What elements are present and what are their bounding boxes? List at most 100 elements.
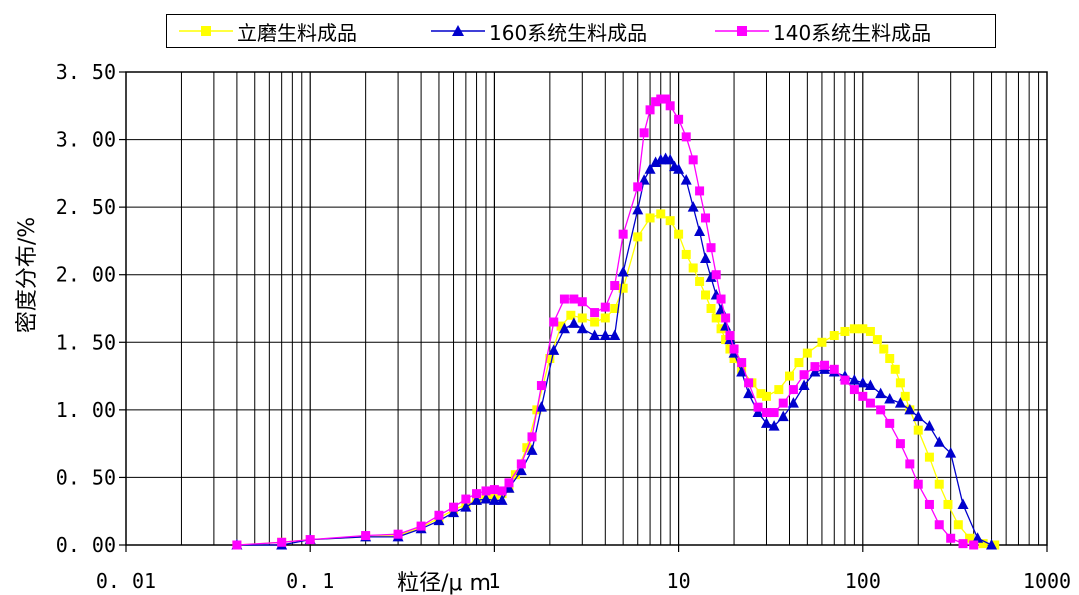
- data-point: [556, 321, 566, 331]
- data-point: [600, 313, 610, 323]
- data-point: [743, 387, 755, 399]
- data-point: [610, 281, 620, 291]
- data-point: [913, 425, 923, 435]
- data-point: [516, 459, 526, 469]
- data-point: [393, 529, 403, 539]
- data-point: [510, 470, 520, 480]
- data-point: [232, 540, 242, 550]
- data-point: [769, 408, 779, 418]
- data-point: [744, 378, 754, 388]
- data-point: [599, 329, 611, 341]
- data-point: [913, 479, 923, 489]
- data-point: [840, 326, 850, 336]
- data-point: [617, 266, 629, 277]
- data-point: [448, 506, 460, 518]
- x-axis-ticks: 0. 01 0. 1 1 10 100 1000: [96, 545, 1071, 593]
- data-point: [849, 324, 859, 334]
- data-point: [798, 379, 810, 391]
- data-point: [895, 439, 905, 449]
- plot-area-frame: [125, 71, 1048, 546]
- data-point: [472, 489, 482, 499]
- x-tick-label: 0. 01: [96, 569, 156, 593]
- data-point: [923, 420, 935, 431]
- data-point: [829, 331, 839, 341]
- data-point: [577, 313, 587, 323]
- series-layer: [231, 94, 1000, 550]
- data-point: [656, 209, 666, 219]
- data-point: [664, 153, 676, 165]
- data-point: [864, 379, 876, 391]
- data-point: [969, 540, 979, 550]
- data-point: [752, 406, 764, 418]
- data-point: [558, 322, 570, 334]
- data-point: [656, 94, 666, 104]
- legend: 立磨生料成品 160系统生料成品 140系统生料成品: [166, 14, 996, 48]
- data-point: [778, 398, 788, 408]
- data-point: [721, 313, 731, 323]
- data-point: [633, 182, 643, 192]
- data-point: [461, 494, 471, 504]
- legend-item-series-2: 160系统生料成品: [429, 15, 647, 47]
- data-point: [725, 331, 735, 341]
- data-point: [895, 378, 905, 388]
- data-point: [761, 408, 771, 418]
- data-point: [590, 308, 600, 318]
- x-tick-label: 100: [845, 569, 881, 593]
- data-point: [802, 348, 812, 358]
- data-point: [894, 397, 906, 408]
- data-point: [706, 243, 716, 253]
- data-point: [924, 499, 934, 509]
- data-point: [934, 479, 944, 489]
- data-point: [946, 533, 956, 543]
- y-tick-label: 3. 50: [56, 60, 116, 84]
- data-point: [665, 101, 675, 111]
- x-tick-label: 0. 1: [286, 569, 334, 593]
- data-point: [645, 105, 655, 115]
- data-point: [761, 391, 771, 401]
- data-point: [784, 371, 794, 381]
- data-point: [701, 290, 711, 300]
- data-point: [681, 249, 691, 259]
- y-axis-label-container: 密度分布/%: [4, 160, 44, 390]
- data-point: [729, 344, 739, 354]
- data-point: [566, 310, 576, 320]
- y-tick-label: 1. 00: [56, 398, 116, 422]
- data-point: [810, 362, 820, 372]
- data-point: [589, 329, 601, 341]
- data-point: [416, 521, 426, 531]
- data-point: [569, 294, 579, 304]
- data-point: [576, 322, 588, 334]
- data-point: [577, 297, 587, 307]
- data-point: [568, 317, 580, 328]
- data-point: [876, 405, 886, 415]
- data-point: [480, 493, 492, 504]
- legend-item-series-1: 立磨生料成品: [177, 15, 357, 47]
- data-point: [890, 364, 900, 374]
- data-point: [361, 531, 371, 541]
- data-point: [449, 502, 459, 512]
- data-point: [817, 337, 827, 347]
- data-point: [943, 499, 953, 509]
- data-point: [716, 324, 726, 334]
- x-tick-label: 1000: [1023, 569, 1071, 593]
- legend-swatch-square-yellow: [179, 26, 233, 36]
- data-point: [674, 114, 684, 124]
- data-point: [651, 97, 661, 107]
- data-point: [849, 385, 859, 395]
- data-point: [434, 510, 444, 520]
- data-point: [610, 304, 620, 313]
- data-point: [885, 418, 895, 428]
- data-point: [549, 317, 559, 327]
- data-point: [865, 398, 875, 408]
- x-tick-label: 10: [667, 569, 691, 593]
- data-point: [934, 520, 944, 530]
- legend-item-series-3: 140系统生料成品: [713, 15, 931, 47]
- data-point: [799, 370, 809, 380]
- data-point: [768, 420, 780, 431]
- data-point: [526, 444, 538, 455]
- data-point: [857, 376, 869, 388]
- data-point: [705, 271, 717, 282]
- y-tick-label: 3. 00: [56, 128, 116, 152]
- data-point: [858, 324, 868, 334]
